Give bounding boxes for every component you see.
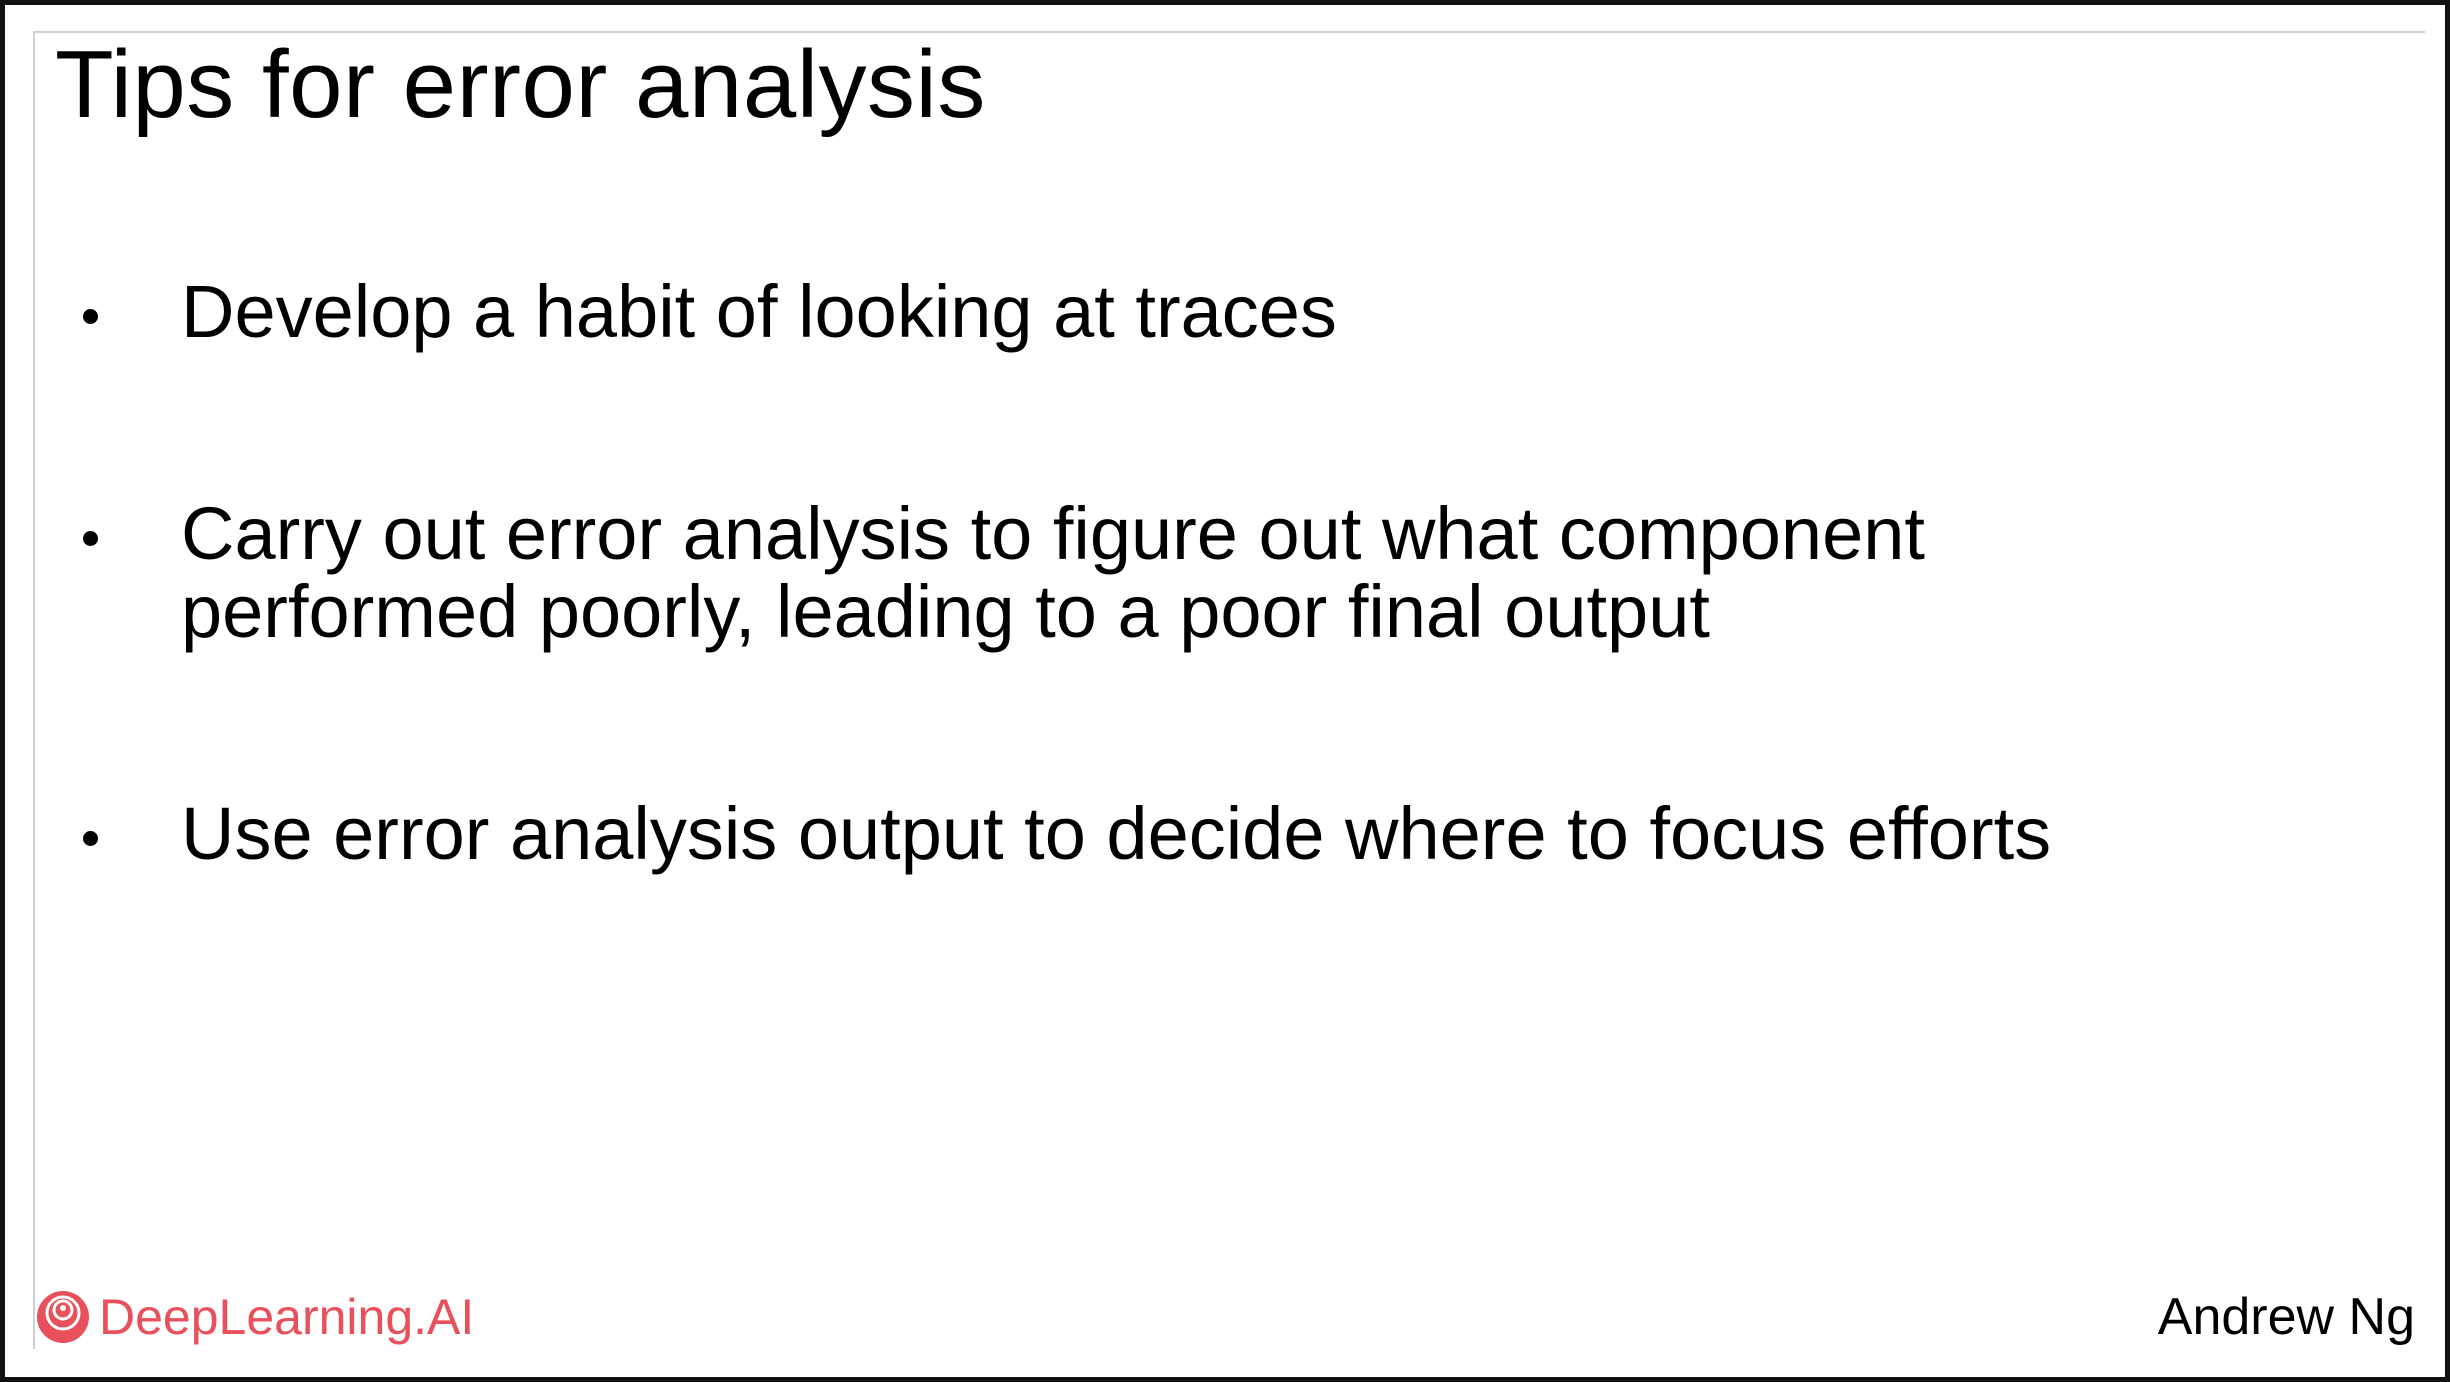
bullet-line: Carry out error analysis to figure out w… — [181, 492, 1925, 575]
slide-inner-frame — [33, 31, 2425, 1349]
deeplearning-ai-logo-icon — [37, 1291, 89, 1343]
deeplearning-ai-logo: DeepLearning.AI — [35, 1287, 474, 1347]
bullet-line: Develop a habit of looking at traces — [181, 270, 1337, 353]
bullet-dot-icon — [75, 273, 99, 324]
bullet-line: performed poorly, leading to a poor fina… — [181, 570, 1710, 653]
bullet-line: Use error analysis output to decide wher… — [181, 792, 2052, 875]
bullet-dot-icon — [75, 495, 99, 546]
bullet-text: Carry out error analysis to figure out w… — [181, 495, 1925, 651]
bullet-dot-icon — [75, 795, 99, 846]
author-name: Andrew Ng — [2157, 1288, 2415, 1346]
slide-title: Tips for error analysis — [55, 31, 986, 138]
bullet-text: Develop a habit of looking at traces — [181, 273, 1337, 351]
logo-text: DeepLearning.AI — [99, 1289, 475, 1345]
bullet-text: Use error analysis output to decide wher… — [181, 795, 2051, 873]
